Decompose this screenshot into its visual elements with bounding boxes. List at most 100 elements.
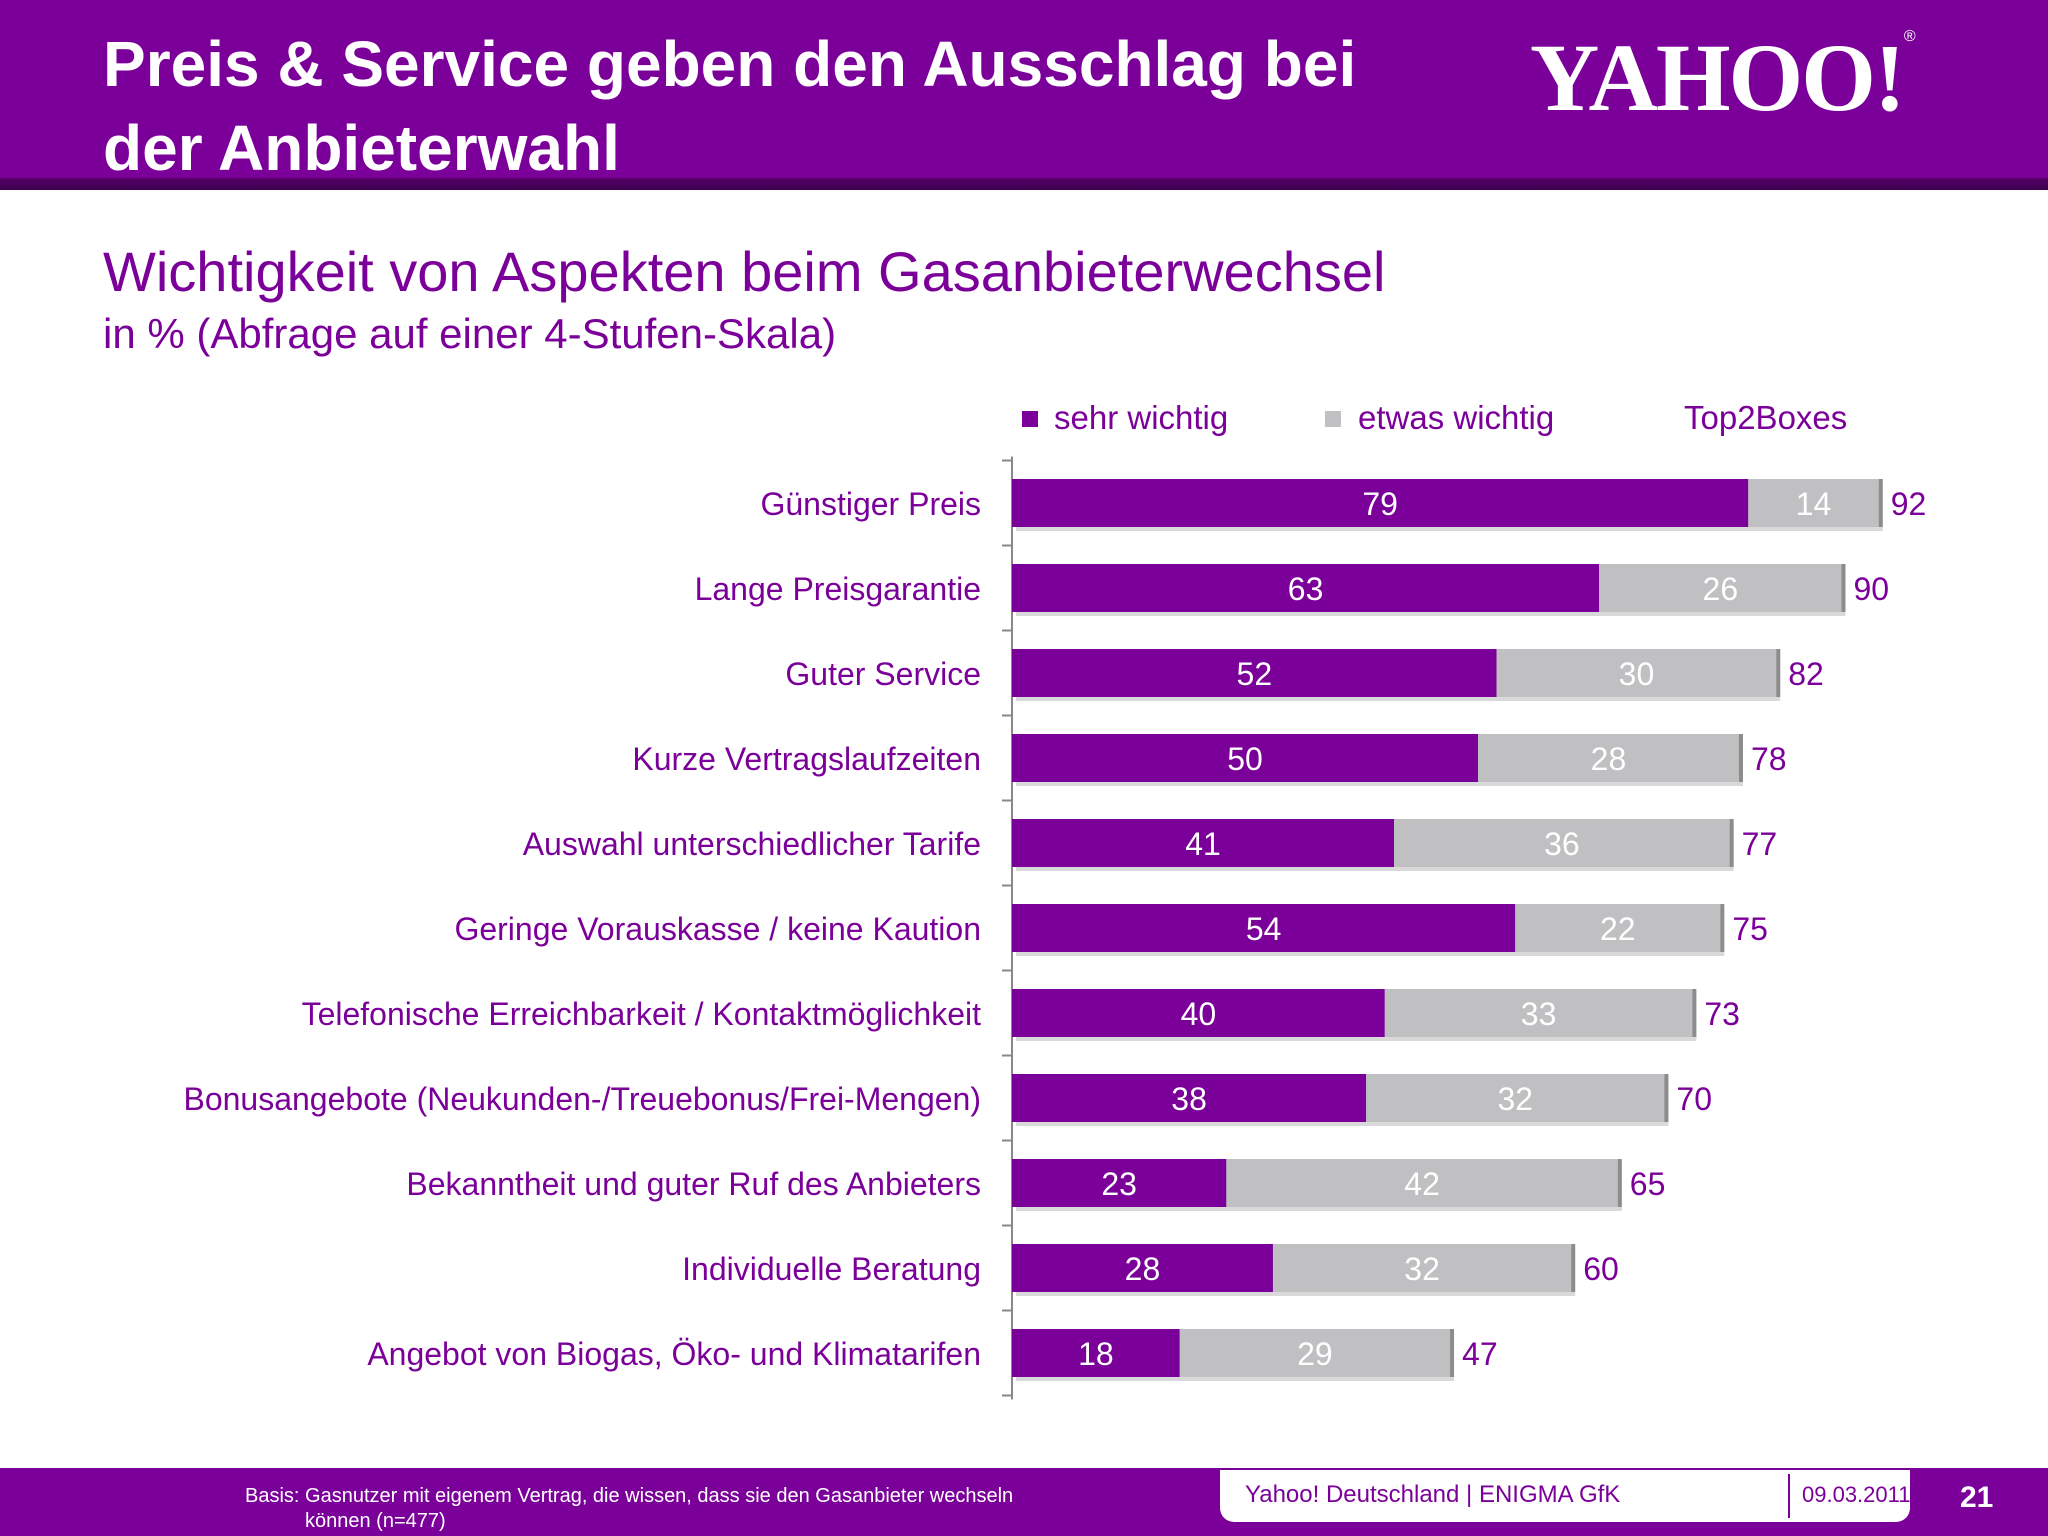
- bar-etwas-wichtig: [1496, 649, 1777, 697]
- bar-sehr-wichtig: [1012, 479, 1749, 527]
- value-label-top2boxes: 47: [1462, 1336, 1498, 1372]
- value-label-sehr-wichtig: 63: [1288, 571, 1324, 607]
- value-label-etwas-wichtig: 32: [1497, 1081, 1533, 1117]
- header-shadow: [0, 178, 2048, 190]
- bar-etwas-wichtig: [1226, 1159, 1618, 1207]
- yahoo-logo: YAHOO!®: [1530, 28, 1950, 128]
- value-label-top2boxes: 73: [1704, 996, 1740, 1032]
- value-label-etwas-wichtig: 14: [1796, 486, 1832, 522]
- page-number: 21: [1960, 1481, 1994, 1514]
- registered-mark: ®: [1903, 28, 1916, 45]
- category-label: Angebot von Biogas, Öko- und Klimatarife…: [367, 1336, 981, 1372]
- footer-source: Yahoo! Deutschland | ENIGMA GfK: [1245, 1481, 1621, 1508]
- bar-sehr-wichtig: [1012, 564, 1600, 612]
- bar-sehr-wichtig: [1012, 1329, 1180, 1377]
- value-label-top2boxes: 78: [1751, 741, 1787, 777]
- value-label-sehr-wichtig: 54: [1246, 911, 1282, 947]
- header-bar: [0, 0, 2048, 188]
- value-label-top2boxes: 82: [1788, 656, 1824, 692]
- slide-title-line2: der Anbieterwahl: [103, 112, 620, 184]
- value-label-top2boxes: 77: [1742, 826, 1778, 862]
- legend-label-sehr-wichtig: sehr wichtig: [1054, 399, 1229, 436]
- value-label-sehr-wichtig: 23: [1101, 1166, 1137, 1202]
- legend-swatch-sehr-wichtig: [1022, 411, 1038, 427]
- bar-etwas-wichtig: [1599, 564, 1842, 612]
- value-label-sehr-wichtig: 79: [1362, 486, 1398, 522]
- value-label-etwas-wichtig: 30: [1619, 656, 1655, 692]
- bar-end-edge: [1450, 1329, 1455, 1377]
- bar-sehr-wichtig: [1012, 819, 1395, 867]
- category-label: Geringe Vorauskasse / keine Kaution: [454, 911, 981, 947]
- yahoo-logo-text: YAHOO!: [1530, 24, 1906, 131]
- bar-end-edge: [1776, 649, 1781, 697]
- value-label-sehr-wichtig: 38: [1171, 1081, 1207, 1117]
- footer-basis-line1: Basis: Gasnutzer mit eigenem Vertrag, di…: [245, 1485, 1014, 1507]
- category-label: Bonusangebote (Neukunden-/Treuebonus/Fre…: [183, 1081, 981, 1117]
- bar-sehr-wichtig: [1012, 1074, 1367, 1122]
- chart-title: Wichtigkeit von Aspekten beim Gasanbiete…: [103, 240, 1386, 303]
- category-label: Lange Preisgarantie: [695, 571, 981, 607]
- category-label: Bekanntheit und guter Ruf des Anbieters: [406, 1166, 981, 1202]
- value-label-top2boxes: 75: [1732, 911, 1768, 947]
- category-label: Auswahl unterschiedlicher Tarife: [523, 826, 981, 862]
- category-label: Günstiger Preis: [760, 486, 981, 522]
- bar-end-edge: [1720, 904, 1725, 952]
- value-label-etwas-wichtig: 36: [1544, 826, 1580, 862]
- bar-end-edge: [1738, 734, 1743, 782]
- value-label-sehr-wichtig: 41: [1185, 826, 1221, 862]
- bar-etwas-wichtig: [1272, 1244, 1572, 1292]
- bar-etwas-wichtig: [1478, 734, 1739, 782]
- bar-etwas-wichtig: [1384, 989, 1693, 1037]
- bar-etwas-wichtig: [1179, 1329, 1451, 1377]
- bar-end-edge: [1729, 819, 1734, 867]
- value-label-sehr-wichtig: 50: [1227, 741, 1263, 777]
- footer-basis-note: Basis: Gasnutzer mit eigenem Vertrag, di…: [245, 1484, 1145, 1534]
- value-label-etwas-wichtig: 33: [1521, 996, 1557, 1032]
- value-label-sehr-wichtig: 52: [1237, 656, 1273, 692]
- value-label-sehr-wichtig: 40: [1181, 996, 1217, 1032]
- bar-sehr-wichtig: [1012, 734, 1478, 782]
- value-label-sehr-wichtig: 28: [1125, 1251, 1161, 1287]
- category-label: Individuelle Beratung: [682, 1251, 981, 1287]
- bar-sehr-wichtig: [1012, 989, 1385, 1037]
- chart-subtitle: in % (Abfrage auf einer 4-Stufen-Skala): [103, 310, 837, 357]
- category-label: Telefonische Erreichbarkeit / Kontaktmög…: [302, 996, 982, 1032]
- value-label-top2boxes: 70: [1676, 1081, 1712, 1117]
- footer-date: 09.03.2011: [1802, 1482, 1911, 1507]
- category-label: Kurze Vertragslaufzeiten: [632, 741, 981, 777]
- footer-basis-line2: können (n=477): [305, 1510, 446, 1532]
- value-label-etwas-wichtig: 28: [1591, 741, 1627, 777]
- bar-sehr-wichtig: [1012, 1159, 1227, 1207]
- value-label-etwas-wichtig: 22: [1600, 911, 1636, 947]
- legend-label-etwas-wichtig: etwas wichtig: [1358, 399, 1555, 436]
- slide-title: Preis & Service geben den Ausschlag bei …: [103, 22, 1503, 190]
- value-label-etwas-wichtig: 26: [1703, 571, 1739, 607]
- legend-swatch-etwas-wichtig: [1325, 411, 1341, 427]
- bar-end-edge: [1664, 1074, 1669, 1122]
- value-label-sehr-wichtig: 18: [1078, 1336, 1114, 1372]
- slide-title-line1: Preis & Service geben den Ausschlag bei: [103, 28, 1357, 100]
- footer-source-panel: [1220, 1470, 1910, 1522]
- value-label-etwas-wichtig: 32: [1404, 1251, 1440, 1287]
- footer-divider: [1788, 1474, 1790, 1518]
- bar-sehr-wichtig: [1012, 649, 1497, 697]
- bar-end-edge: [1571, 1244, 1576, 1292]
- value-label-top2boxes: 92: [1891, 486, 1927, 522]
- value-label-etwas-wichtig: 42: [1404, 1166, 1440, 1202]
- bar-etwas-wichtig: [1394, 819, 1730, 867]
- bar-end-edge: [1692, 989, 1697, 1037]
- value-label-top2boxes: 90: [1853, 571, 1889, 607]
- bar-end-edge: [1841, 564, 1846, 612]
- bar-etwas-wichtig: [1515, 904, 1721, 952]
- value-label-etwas-wichtig: 29: [1297, 1336, 1333, 1372]
- bar-end-edge: [1878, 479, 1883, 527]
- value-label-top2boxes: 65: [1630, 1166, 1666, 1202]
- bar-etwas-wichtig: [1366, 1074, 1665, 1122]
- category-label: Guter Service: [785, 656, 981, 692]
- bar-end-edge: [1617, 1159, 1622, 1207]
- bar-etwas-wichtig: [1748, 479, 1879, 527]
- bar-sehr-wichtig: [1012, 904, 1516, 952]
- bar-sehr-wichtig: [1012, 1244, 1273, 1292]
- value-label-top2boxes: 60: [1583, 1251, 1619, 1287]
